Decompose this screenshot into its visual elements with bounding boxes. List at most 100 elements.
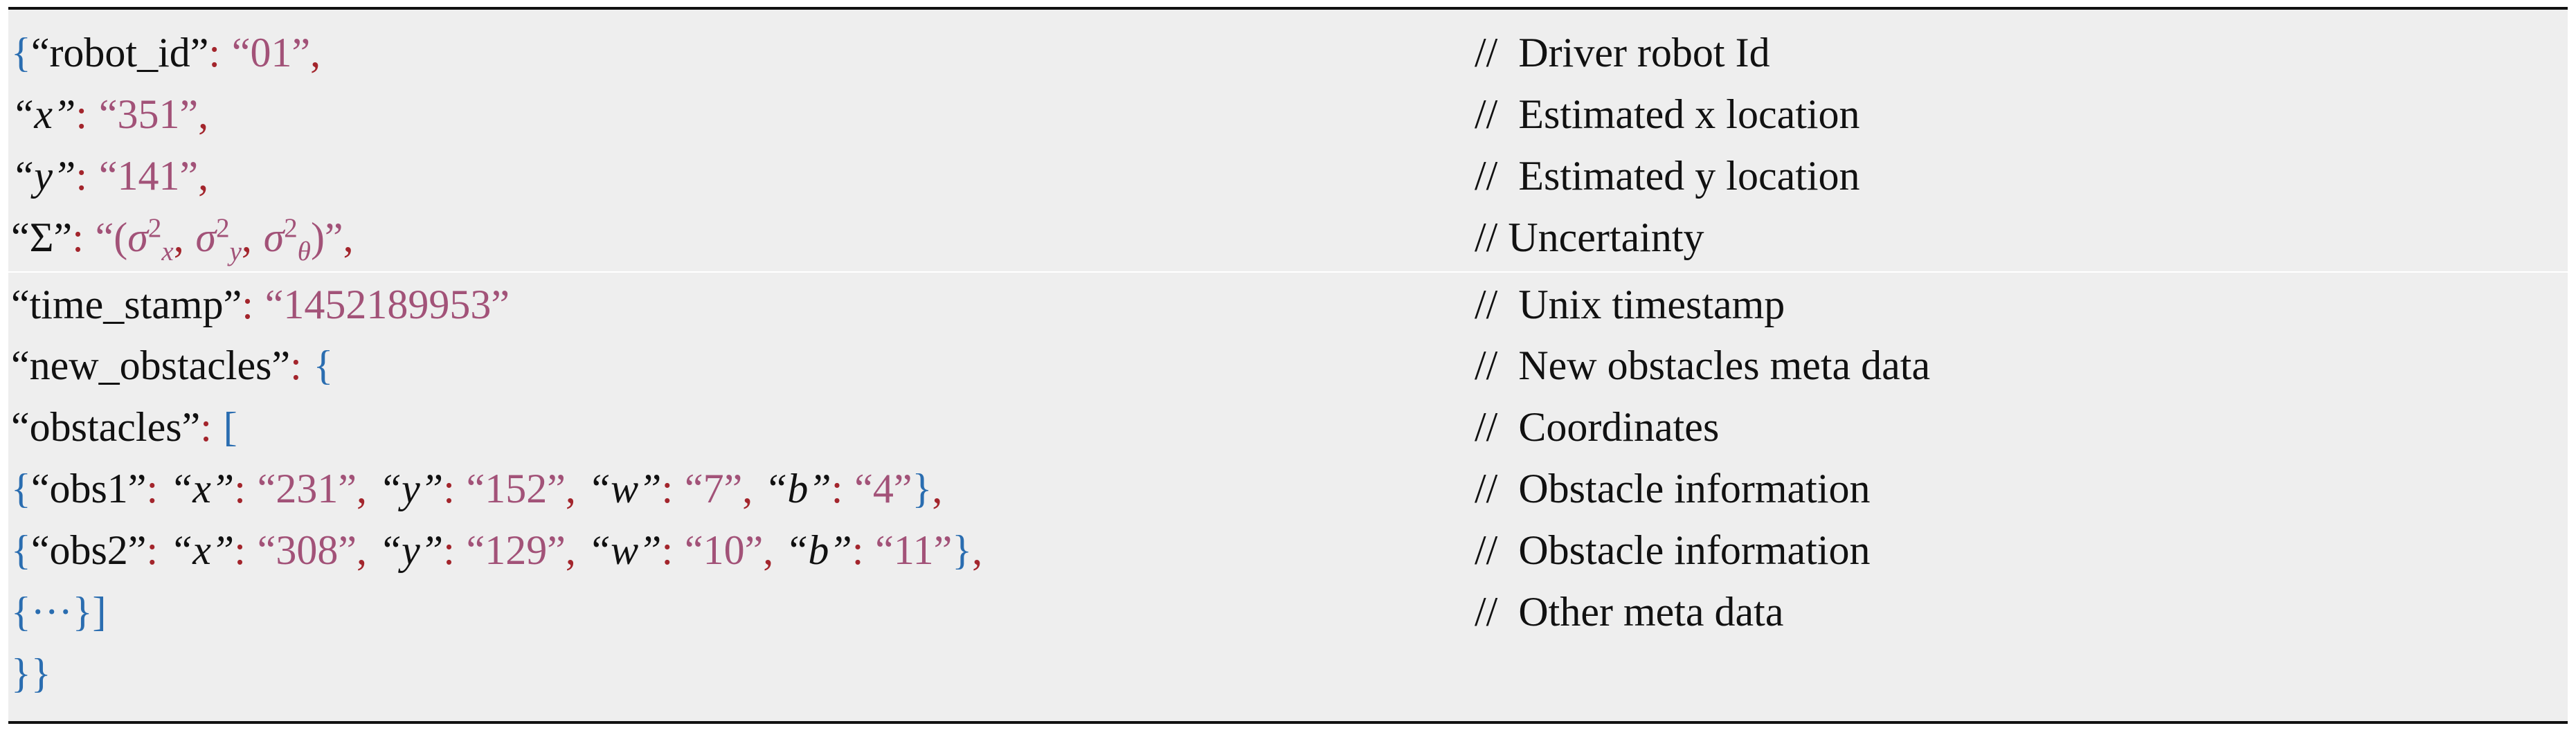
value: )” xyxy=(310,215,343,260)
value: “7” xyxy=(684,466,743,511)
value: “11” xyxy=(875,527,953,573)
punctuation: , xyxy=(198,153,209,199)
code-listing: {“robot_id”: “01”,// Driver robot Id “x”: “… xyxy=(8,7,2568,724)
code-row: “time_stamp”: “1452189953” // Unix timesta… xyxy=(8,274,2568,336)
key: “new_obstacles” xyxy=(11,343,291,388)
punctuation: , xyxy=(241,215,252,260)
bracket: } xyxy=(30,650,51,696)
key: “y” xyxy=(378,527,444,573)
code: {“robot_id”: “01”, xyxy=(11,22,332,84)
code-row: {“obs1”: “x”: “231”, “y”: “152”, “w”: “7”, “b”:… xyxy=(8,458,2568,520)
value: “231” xyxy=(257,466,357,511)
value: “4” xyxy=(854,466,912,511)
punctuation: : xyxy=(831,466,843,511)
punctuation: : xyxy=(72,215,84,260)
key: “y” xyxy=(378,466,444,511)
bracket: { xyxy=(313,343,334,388)
bracket: } xyxy=(912,466,933,511)
key: “b” xyxy=(764,466,831,511)
punctuation: : xyxy=(146,466,159,511)
punctuation: , xyxy=(343,215,354,260)
comment: // New obstacles meta data xyxy=(1475,343,1931,388)
bracket: ] xyxy=(92,589,107,635)
punctuation: : xyxy=(443,527,455,573)
code: {···}] xyxy=(11,581,107,643)
code: {“obs1”: “x”: “231”, “y”: “152”, “w”: “7”, “b”:… xyxy=(11,458,954,520)
code: “new_obstacles”:{ xyxy=(11,335,333,397)
key: “w” xyxy=(587,527,662,573)
code-row: “obstacles”:[ // Coordinates xyxy=(8,397,2568,458)
punctuation: : xyxy=(75,153,88,199)
code: “x”: “351”, xyxy=(11,84,220,145)
punctuation: : xyxy=(661,466,674,511)
bracket: { xyxy=(11,466,31,511)
sigma-sub: x xyxy=(161,237,174,266)
code: “time_stamp”: “1452189953” xyxy=(11,274,510,336)
comment: // Uncertainty xyxy=(1475,215,1704,260)
value: “01” xyxy=(231,30,311,75)
code: }} xyxy=(11,643,51,704)
punctuation: , xyxy=(310,30,321,75)
sigma-sup: 2 xyxy=(284,213,298,243)
punctuation: , xyxy=(357,466,368,511)
key: “w” xyxy=(587,466,662,511)
punctuation: : xyxy=(290,343,302,388)
key: “obstacles” xyxy=(11,404,201,450)
code-row: {···}] // Other meta data xyxy=(8,581,2568,643)
code-row: “new_obstacles”:{ // New obstacles meta d… xyxy=(8,335,2568,397)
code-row: {“robot_id”: “01”, // Driver robot Id xyxy=(8,22,2568,84)
punctuation: : xyxy=(75,91,88,137)
comment: // Coordinates xyxy=(1475,404,1720,450)
value: “( xyxy=(95,215,128,260)
punctuation: : xyxy=(234,527,246,573)
punctuation: , xyxy=(357,527,368,573)
sigma-base: σ xyxy=(263,215,285,260)
code: “obstacles”:[ xyxy=(11,397,237,458)
key: “b” xyxy=(785,527,852,573)
value: “10” xyxy=(684,527,764,573)
key: “robot_id” xyxy=(30,30,209,75)
comment: // Obstacle information xyxy=(1475,466,1871,511)
sigma-base: σ xyxy=(127,215,148,260)
punctuation: : xyxy=(852,527,864,573)
value: “152” xyxy=(466,466,566,511)
punctuation: , xyxy=(763,527,774,573)
punctuation: : xyxy=(146,527,159,573)
sigma-sub: y xyxy=(229,237,242,266)
value: “351” xyxy=(98,91,199,137)
key: “x” xyxy=(169,527,235,573)
comment: // Other meta data xyxy=(1475,589,1784,635)
punctuation: , xyxy=(173,215,184,260)
punctuation: , xyxy=(742,466,753,511)
comment: // Estimated x location xyxy=(1475,91,1860,137)
comment: // Estimated y location xyxy=(1475,153,1860,199)
key: “Σ” xyxy=(11,215,73,260)
code: {“obs2”: “x”: “308”, “y”: “129”, “w”: “10”, “b”… xyxy=(11,520,994,581)
punctuation: , xyxy=(565,466,576,511)
punctuation: , xyxy=(972,527,983,573)
sigma-sup: 2 xyxy=(147,213,162,243)
value: “1452189953” xyxy=(264,282,510,327)
code-row: }} xyxy=(8,643,2568,704)
code-row: {“obs2”: “x”: “308”, “y”: “129”, “w”: “10”, “b”… xyxy=(8,520,2568,581)
code: “y”: “141”, xyxy=(11,145,220,207)
bracket: { xyxy=(11,527,31,573)
value: “141” xyxy=(98,153,199,199)
sigma-term: σ2θ xyxy=(264,207,311,269)
sigma-sub: θ xyxy=(297,237,311,266)
separator xyxy=(8,271,2568,273)
comment: // Obstacle information xyxy=(1475,527,1871,573)
value: “129” xyxy=(466,527,566,573)
sigma-base: σ xyxy=(195,215,217,260)
punctuation: : xyxy=(200,404,212,450)
punctuation: , xyxy=(565,527,576,573)
bracket: } xyxy=(11,650,31,696)
sigma-term: σ2x xyxy=(127,207,173,269)
code-row: “Σ”: “(σ2x, σ2y, σ2θ)”,// Uncertainty xyxy=(8,207,2568,269)
key: “y” xyxy=(11,153,76,199)
bracket: [ xyxy=(223,404,237,450)
bracket: } xyxy=(952,527,973,573)
punctuation: : xyxy=(208,30,221,75)
sigma-sup: 2 xyxy=(216,213,230,243)
bracket: {···} xyxy=(11,589,93,635)
